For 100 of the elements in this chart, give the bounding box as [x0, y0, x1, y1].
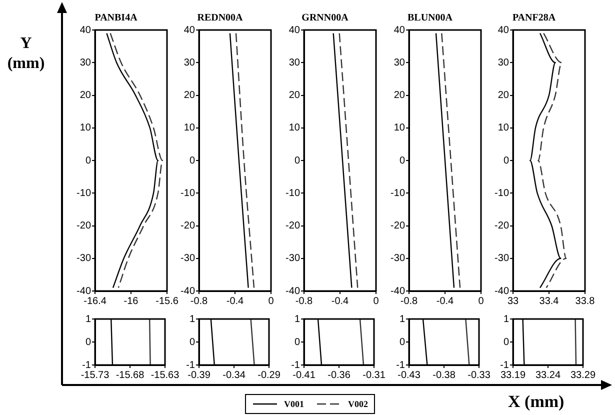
y-tick-label: 40 — [184, 24, 196, 36]
y-tick-label: -1 — [186, 360, 196, 371]
x-tick-label: -16 — [124, 296, 139, 307]
x-tick-label: 33 — [507, 296, 519, 307]
y-tick-label: 0 — [85, 155, 92, 166]
y-tick-label: 1 — [399, 314, 406, 325]
y-tick-label: 40 — [80, 24, 92, 36]
chart-title: BLUN00A — [407, 12, 454, 24]
legend-label: V001 — [284, 399, 304, 409]
y-tick-label: 0 — [294, 336, 300, 348]
x-tick-label: -0.38 — [432, 370, 456, 381]
y-tick-label: -30 — [494, 253, 510, 264]
x-tick-label: -0.39 — [188, 370, 211, 381]
y-tick-label: 10 — [80, 122, 92, 134]
y-tick-label: -20 — [180, 220, 196, 232]
x-tick-label: 33.8 — [575, 296, 596, 307]
x-tick-label: -0.4 — [436, 296, 454, 307]
x-tick-label: -15.63 — [150, 370, 180, 381]
y-tick-label: 20 — [498, 90, 510, 101]
y-tick-label: 10 — [498, 122, 510, 134]
line-series — [530, 32, 562, 288]
y-tick-label: -30 — [180, 253, 196, 264]
y-tick-label: -1 — [82, 360, 92, 371]
x-tick-label: 33.24 — [535, 370, 561, 381]
y-tick-label: 40 — [288, 24, 300, 36]
y-tick-label: 20 — [288, 90, 300, 101]
chart-title: REDN00A — [197, 12, 244, 24]
x-tick-label: 33.4 — [539, 296, 560, 307]
y-tick-label: -20 — [286, 220, 300, 232]
y-tick-label: -1 — [500, 360, 510, 371]
y-tick-label: -10 — [76, 188, 92, 199]
y-tick-label: 1 — [85, 314, 92, 325]
x-tick-label: 0 — [373, 296, 380, 307]
y-tick-label: -30 — [76, 253, 92, 264]
y-tick-label: -40 — [180, 286, 196, 297]
y-tick-label: -20 — [390, 220, 406, 232]
y-tick-label: 30 — [184, 57, 196, 68]
x-tick-label: -0.8 — [295, 296, 314, 307]
y-tick-label: -30 — [286, 253, 300, 264]
y-tick-label: 0 — [503, 336, 510, 348]
y-tick-label: -10 — [286, 188, 300, 199]
x-tick-label: -15.73 — [80, 370, 110, 381]
y-tick-label: 20 — [80, 90, 92, 101]
y-tick-label: -20 — [76, 220, 92, 232]
y-tick-label: 30 — [288, 57, 300, 68]
y-tick-label: 30 — [80, 57, 92, 68]
y-tick-label: 0 — [189, 336, 196, 348]
chart-title: PANBI4A — [94, 12, 138, 24]
x-axis-title: X (mm) — [508, 392, 564, 412]
y-tick-label: 0 — [503, 155, 510, 166]
y-tick-label: -10 — [494, 188, 510, 199]
y-tick-label: -40 — [76, 286, 92, 297]
x-tick-label: -15.6 — [156, 296, 179, 307]
y-tick-label: 0 — [85, 336, 92, 348]
y-tick-label: 0 — [189, 155, 196, 166]
line-series — [538, 32, 567, 288]
y-tick-label: 10 — [394, 122, 406, 134]
x-tick-label: -0.41 — [292, 370, 316, 381]
x-tick-label: -0.34 — [222, 370, 246, 381]
y-tick-label: 0 — [399, 155, 406, 166]
y-tick-label: -20 — [494, 220, 510, 232]
y-tick-label: -40 — [390, 286, 406, 297]
x-tick-label: -0.8 — [400, 296, 418, 307]
y-tick-label: 30 — [394, 57, 406, 68]
x-tick-label: 33.19 — [500, 370, 526, 381]
y-tick-label: 40 — [498, 24, 510, 36]
x-tick-label: -16.4 — [84, 296, 107, 307]
y-tick-label: -1 — [396, 360, 406, 371]
y-tick-label: 30 — [498, 57, 510, 68]
x-tick-label: -0.4 — [331, 296, 350, 307]
y-tick-label: -10 — [180, 188, 196, 199]
y-tick-label: -30 — [390, 253, 406, 264]
y-tick-label: 0 — [294, 155, 300, 166]
x-tick-label: 0 — [478, 296, 484, 307]
chart-title: GRNN00A — [302, 12, 350, 24]
y-tick-label: 1 — [189, 314, 196, 325]
y-tick-label: 40 — [394, 24, 406, 36]
y-tick-label: 0 — [399, 336, 406, 348]
legend-label: V002 — [348, 399, 368, 409]
y-tick-label: 20 — [394, 90, 406, 101]
y-tick-label: 1 — [503, 314, 510, 325]
y-tick-label: -10 — [390, 188, 406, 199]
y-tick-label: -40 — [286, 286, 300, 297]
x-tick-label: -0.8 — [190, 296, 208, 307]
y-tick-label: 20 — [184, 90, 196, 101]
y-tick-label: 10 — [184, 122, 196, 134]
x-tick-label: 0 — [268, 296, 274, 307]
x-tick-label: -0.31 — [362, 370, 386, 381]
y-tick-label: -1 — [291, 360, 300, 371]
chart-title: PANF28A — [512, 12, 556, 24]
y-tick-label: 1 — [294, 314, 300, 325]
y-axis-title: Y (mm) — [6, 34, 46, 74]
x-tick-label: -0.33 — [468, 370, 491, 381]
y-tick-label: 10 — [288, 122, 300, 134]
x-tick-label: -0.36 — [328, 370, 351, 381]
y-tick-label: -40 — [494, 286, 510, 297]
x-tick-label: -0.4 — [226, 296, 244, 307]
x-tick-label: -15.68 — [116, 370, 145, 381]
x-tick-label: -0.29 — [258, 370, 281, 381]
x-tick-label: 33.29 — [570, 370, 596, 381]
